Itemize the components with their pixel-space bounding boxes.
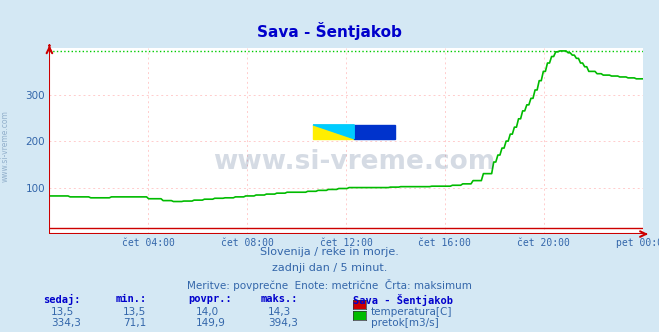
Text: zadnji dan / 5 minut.: zadnji dan / 5 minut. [272, 263, 387, 273]
Text: 71,1: 71,1 [123, 318, 146, 328]
Text: Slovenija / reke in morje.: Slovenija / reke in morje. [260, 247, 399, 257]
Text: 149,9: 149,9 [196, 318, 225, 328]
Text: www.si-vreme.com: www.si-vreme.com [1, 110, 10, 182]
Text: Sava - Šentjakob: Sava - Šentjakob [257, 22, 402, 40]
Text: temperatura[C]: temperatura[C] [371, 307, 453, 317]
Text: 13,5: 13,5 [51, 307, 74, 317]
Text: 14,0: 14,0 [196, 307, 219, 317]
Text: maks.:: maks.: [260, 294, 298, 304]
Text: 13,5: 13,5 [123, 307, 146, 317]
Text: 394,3: 394,3 [268, 318, 298, 328]
Text: 14,3: 14,3 [268, 307, 291, 317]
Bar [313, 125, 355, 139]
Text: www.si-vreme.com: www.si-vreme.com [213, 149, 496, 175]
Text: 334,3: 334,3 [51, 318, 80, 328]
Text: povpr.:: povpr.: [188, 294, 231, 304]
Text: Sava - Šentjakob: Sava - Šentjakob [353, 294, 453, 306]
Text: min.:: min.: [115, 294, 146, 304]
Text: sedaj:: sedaj: [43, 294, 80, 305]
Text: pretok[m3/s]: pretok[m3/s] [371, 318, 439, 328]
Polygon shape [313, 125, 355, 139]
Bar [355, 125, 395, 139]
Text: Meritve: povprečne  Enote: metrične  Črta: maksimum: Meritve: povprečne Enote: metrične Črta:… [187, 279, 472, 291]
